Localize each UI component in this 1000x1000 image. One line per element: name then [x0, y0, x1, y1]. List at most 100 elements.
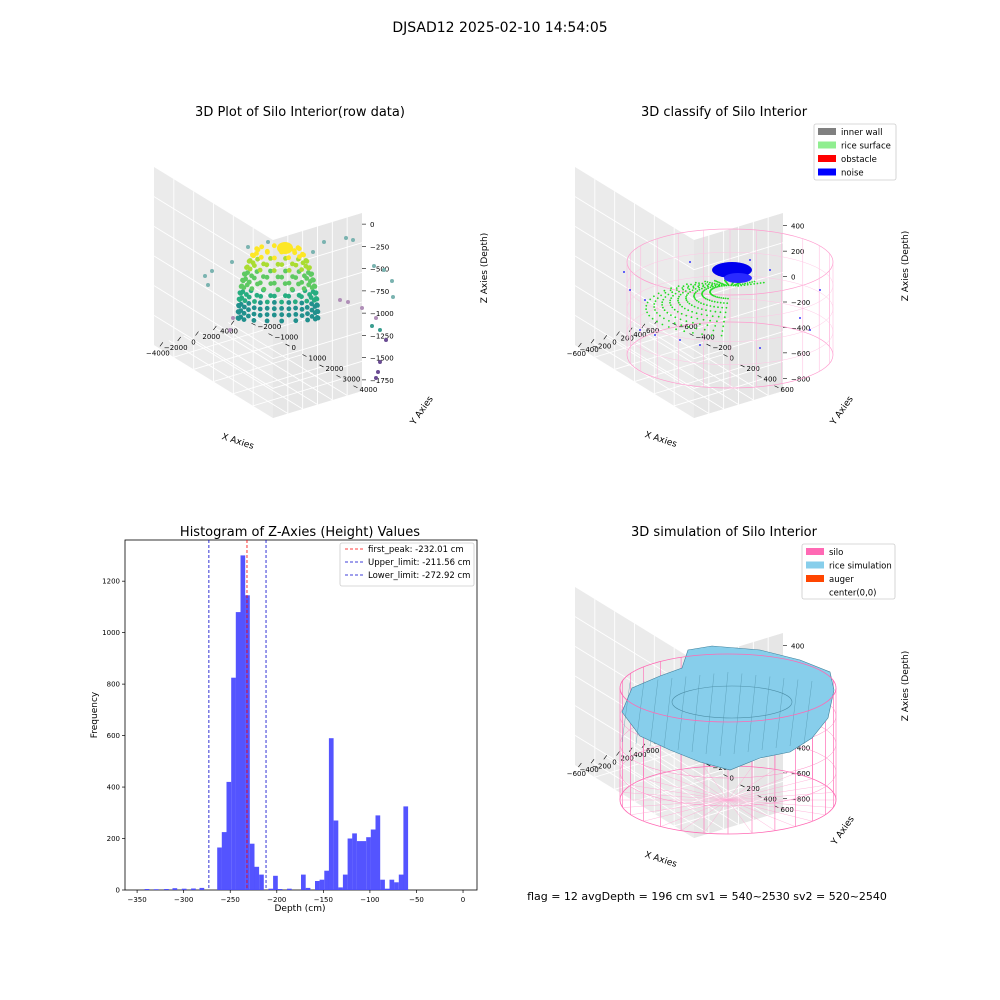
legend-label: rice surface [841, 142, 891, 152]
rice-surface-point [720, 334, 723, 337]
rice-surface-point [692, 332, 694, 334]
legend-swatch [818, 141, 836, 149]
rice-surface-point [646, 301, 649, 304]
data-point [257, 267, 263, 273]
rice-surface-point [706, 284, 709, 287]
grid-line [589, 235, 710, 415]
rice-surface-point [687, 287, 689, 289]
rice-surface-point [671, 291, 674, 294]
data-point [251, 305, 257, 311]
legend-swatch [818, 155, 836, 162]
data-point [275, 274, 281, 280]
data-point [286, 268, 292, 273]
data-point [250, 260, 256, 266]
y-tick-label: 400 [764, 375, 777, 383]
x-tick [177, 336, 181, 342]
data-point [271, 306, 277, 312]
rice-surface-point [675, 287, 678, 289]
z-tick-label: −1750 [370, 377, 394, 385]
x-tick [590, 339, 595, 344]
z-tick-label: −600 [791, 350, 810, 358]
rice-surface-point [694, 288, 697, 290]
z-axis-label: Z Axies (Depth) [901, 651, 911, 722]
histogram-bar [328, 738, 334, 890]
outlier-point [370, 324, 374, 328]
rice-surface-point [759, 282, 762, 284]
rice-surface-point [700, 308, 703, 310]
z-axis-label: Z Axies (Depth) [901, 231, 911, 302]
rice-surface-point [663, 309, 666, 312]
histogram-bar [217, 847, 222, 890]
outlier-point [374, 376, 378, 380]
y-tick-label: 1000 [309, 355, 327, 363]
y-tick-label: −400 [696, 334, 715, 342]
data-point [302, 273, 307, 279]
noise-point [629, 289, 631, 291]
legend-label: auger [829, 575, 854, 585]
silo-floor-spoke [660, 773, 729, 801]
rice-surface-point [698, 284, 701, 286]
silo-floor-spoke [727, 799, 813, 822]
outlier-point [391, 295, 395, 299]
rice-surface-point [661, 304, 663, 306]
rice-surface-point [684, 290, 687, 292]
rice-surface-point [671, 306, 674, 309]
rice-surface-point [688, 288, 691, 291]
x-tick-label: 400 [633, 751, 646, 759]
data-point [238, 314, 244, 320]
x-tick-label: −400 [579, 766, 598, 774]
rice-surface-point [676, 310, 679, 313]
y-tick [723, 774, 728, 777]
rice-surface-point [685, 296, 687, 298]
rice-surface-point [703, 328, 706, 331]
data-point [299, 306, 305, 312]
rice-surface-point [686, 294, 688, 296]
rice-surface-point [713, 282, 716, 285]
x-tick-label: −400 [579, 346, 598, 354]
rice-surface-point [704, 297, 707, 300]
rice-surface-point [673, 322, 676, 325]
rice-surface-point [695, 299, 698, 302]
surface-mesh-line [677, 676, 687, 751]
data-point [305, 317, 310, 323]
noise-point [809, 329, 811, 331]
silo-floor-spoke [630, 799, 729, 815]
rice-surface-point [716, 320, 718, 323]
legend-label: center(0,0) [829, 589, 877, 599]
rice-surface-point [695, 327, 698, 330]
rice-surface-point [651, 317, 654, 320]
figure-suptitle: DJSAD12 2025-02-10 14:54:05 [392, 20, 607, 36]
x-tick-label: −250 [221, 896, 240, 904]
x-tick-label: −350 [127, 896, 146, 904]
rice-surface-point [721, 306, 724, 309]
rice-surface-point [689, 291, 691, 293]
rice-surface-point [690, 316, 693, 319]
rice-surface-point [716, 281, 719, 283]
rice-surface-point [674, 316, 677, 319]
rice-surface-point [656, 312, 658, 314]
silo-floor-spoke [727, 799, 776, 831]
data-point [271, 280, 277, 286]
rice-surface-point [713, 305, 715, 308]
silo-floor-spoke [727, 792, 834, 801]
rice-surface-point [705, 309, 707, 312]
y-tick-label: 2000 [326, 365, 344, 373]
grid-line [574, 196, 784, 271]
noise-point [654, 334, 656, 336]
rice-surface-point [718, 283, 721, 286]
rice-surface-point [714, 284, 717, 287]
y-tick-label: −1000 [275, 334, 299, 342]
grid-line [153, 225, 363, 300]
data-point [264, 299, 270, 305]
rice-surface-point [700, 313, 703, 316]
rice-surface-point [762, 281, 765, 284]
data-point [241, 310, 247, 316]
histogram-bar [315, 881, 320, 890]
rice-surface-point [687, 326, 690, 328]
x-tick-label: −2000 [164, 344, 188, 352]
x-tick-label: 600 [646, 327, 659, 335]
data-point [299, 267, 304, 272]
noise-point [749, 259, 751, 261]
data-point [292, 299, 298, 305]
